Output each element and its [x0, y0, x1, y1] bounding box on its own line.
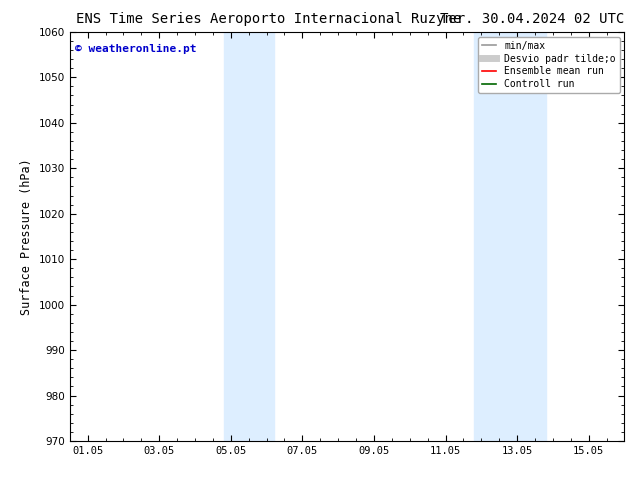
Y-axis label: Surface Pressure (hPa): Surface Pressure (hPa)	[20, 158, 33, 315]
Text: ENS Time Series Aeroporto Internacional Ruzyne: ENS Time Series Aeroporto Internacional …	[76, 12, 462, 26]
Legend: min/max, Desvio padr tilde;o, Ensemble mean run, Controll run: min/max, Desvio padr tilde;o, Ensemble m…	[478, 37, 619, 93]
Bar	[474, 32, 546, 441]
Text: © weatheronline.pt: © weatheronline.pt	[75, 44, 197, 54]
Text: Ter. 30.04.2024 02 UTC: Ter. 30.04.2024 02 UTC	[440, 12, 624, 26]
Bar	[224, 32, 274, 441]
